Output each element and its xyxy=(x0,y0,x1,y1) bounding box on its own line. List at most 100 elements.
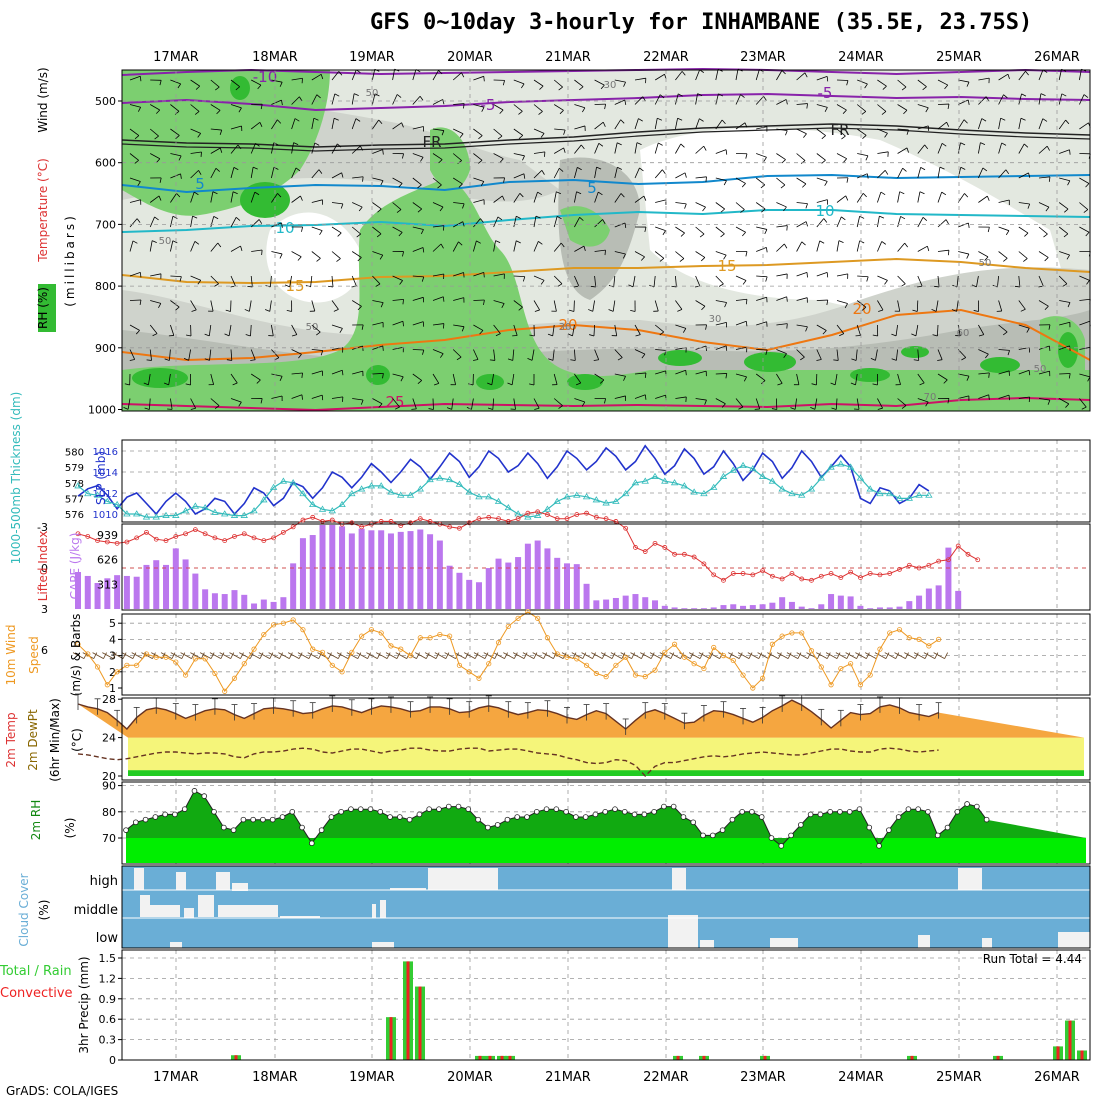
thickness-marker xyxy=(700,489,708,497)
wind-axis-label: (m/s) & Barbs xyxy=(69,614,83,697)
wind-barb xyxy=(152,333,158,337)
wind-barb xyxy=(1079,346,1091,350)
thickness-marker xyxy=(582,493,591,500)
wind-barb xyxy=(632,275,636,287)
wind-barb xyxy=(497,135,503,140)
rh-marker xyxy=(142,816,149,823)
wind-barb xyxy=(480,181,485,186)
lifted-index-marker xyxy=(545,512,550,517)
wind-barb xyxy=(301,372,303,378)
thickness-marker xyxy=(260,496,268,503)
wind-barb xyxy=(836,273,848,277)
wind-speed-marker xyxy=(456,662,463,668)
lifted-index-marker xyxy=(75,531,81,537)
wind-barb xyxy=(134,135,140,140)
wind-barb xyxy=(1038,176,1050,179)
rh-tick-label: 80 xyxy=(102,806,116,819)
wind-barb xyxy=(291,334,297,337)
rh-marker xyxy=(514,814,520,820)
wind-barb xyxy=(675,226,685,234)
wind-barb xyxy=(215,167,220,172)
wind-barb xyxy=(291,251,302,258)
wind-barb xyxy=(872,334,878,337)
rh-marker xyxy=(670,803,677,810)
wind-barb xyxy=(654,73,665,81)
surface-wind-barb xyxy=(768,652,772,659)
wind-barb xyxy=(715,398,726,405)
surface-wind-barb xyxy=(709,652,714,659)
wind-barb xyxy=(238,401,242,407)
wind-barb xyxy=(451,398,454,410)
wind-barb xyxy=(1038,202,1050,208)
wind-speed-line xyxy=(77,611,939,693)
wind-barb xyxy=(877,151,889,154)
wind-barb xyxy=(440,243,444,249)
rh-marker xyxy=(504,816,511,823)
wind-panel-frame xyxy=(121,613,1091,696)
wind-barb xyxy=(473,199,485,203)
wind-barb xyxy=(473,153,483,161)
wind-barb xyxy=(212,191,218,195)
wind-barb xyxy=(721,403,726,408)
wind-barb xyxy=(804,72,808,78)
wind-barb xyxy=(178,155,182,161)
wind-barb xyxy=(620,119,625,124)
wind-speed-marker xyxy=(681,654,687,660)
wind-barb xyxy=(654,324,664,333)
cape-bar xyxy=(319,525,326,609)
wind-barb xyxy=(1083,209,1089,213)
wind-speed-marker xyxy=(613,662,619,668)
wind-barb xyxy=(137,107,142,112)
wind-barb xyxy=(311,142,316,154)
wind-barb xyxy=(1067,302,1071,308)
wind-barb xyxy=(866,276,869,282)
slp-axis-label: SLP (mb) xyxy=(94,451,108,505)
rh-marker xyxy=(749,808,755,815)
wind-barb xyxy=(219,147,223,153)
wind-barb xyxy=(398,183,403,188)
date-label-bottom: 25MAR xyxy=(936,1070,982,1085)
wind-barb xyxy=(291,142,294,154)
wind-barb xyxy=(756,296,767,301)
surface-wind-barb xyxy=(318,652,323,659)
thickness-marker xyxy=(113,500,121,508)
wind-barb xyxy=(1018,226,1029,234)
wind-barb xyxy=(580,144,585,150)
wind-barb xyxy=(452,373,456,385)
date-label-bottom: 20MAR xyxy=(447,1070,493,1085)
wind-barb xyxy=(132,240,138,244)
wind-barb xyxy=(835,398,838,410)
wind-barb xyxy=(372,372,384,375)
wind-barb xyxy=(331,71,340,81)
cape-bar xyxy=(867,608,874,609)
wind-barb xyxy=(805,221,808,227)
wind-barb xyxy=(624,99,627,106)
thickness-marker xyxy=(84,489,92,497)
wind-barb xyxy=(175,306,180,311)
wind-barb xyxy=(877,79,887,87)
lifted-index-marker xyxy=(535,509,541,515)
lifted-index-marker xyxy=(320,519,325,524)
surface-wind-barb xyxy=(416,652,420,659)
cloud-gap-low xyxy=(770,938,798,948)
precip-convective-bar xyxy=(996,1055,1000,1060)
cape-tick-label: 313 xyxy=(97,578,118,591)
surface-wind-barb xyxy=(298,652,303,659)
wind-barb xyxy=(247,285,253,288)
rh-marker xyxy=(289,808,296,815)
wind-barb xyxy=(210,275,219,285)
wind-barb xyxy=(816,218,825,228)
wind-speed-marker xyxy=(222,688,228,694)
wind-barb xyxy=(654,300,659,312)
cape-bar xyxy=(368,530,375,609)
wind-barb xyxy=(574,217,580,228)
surface-wind-barb xyxy=(669,652,681,659)
rh-marker xyxy=(387,814,393,820)
wind-barb xyxy=(351,275,357,287)
wind-barb xyxy=(453,297,464,301)
wind-barb xyxy=(978,118,983,130)
wind-barb xyxy=(862,193,867,198)
thickness-marker xyxy=(240,511,248,518)
wind-barb xyxy=(723,254,727,260)
wind-barb xyxy=(937,143,943,154)
